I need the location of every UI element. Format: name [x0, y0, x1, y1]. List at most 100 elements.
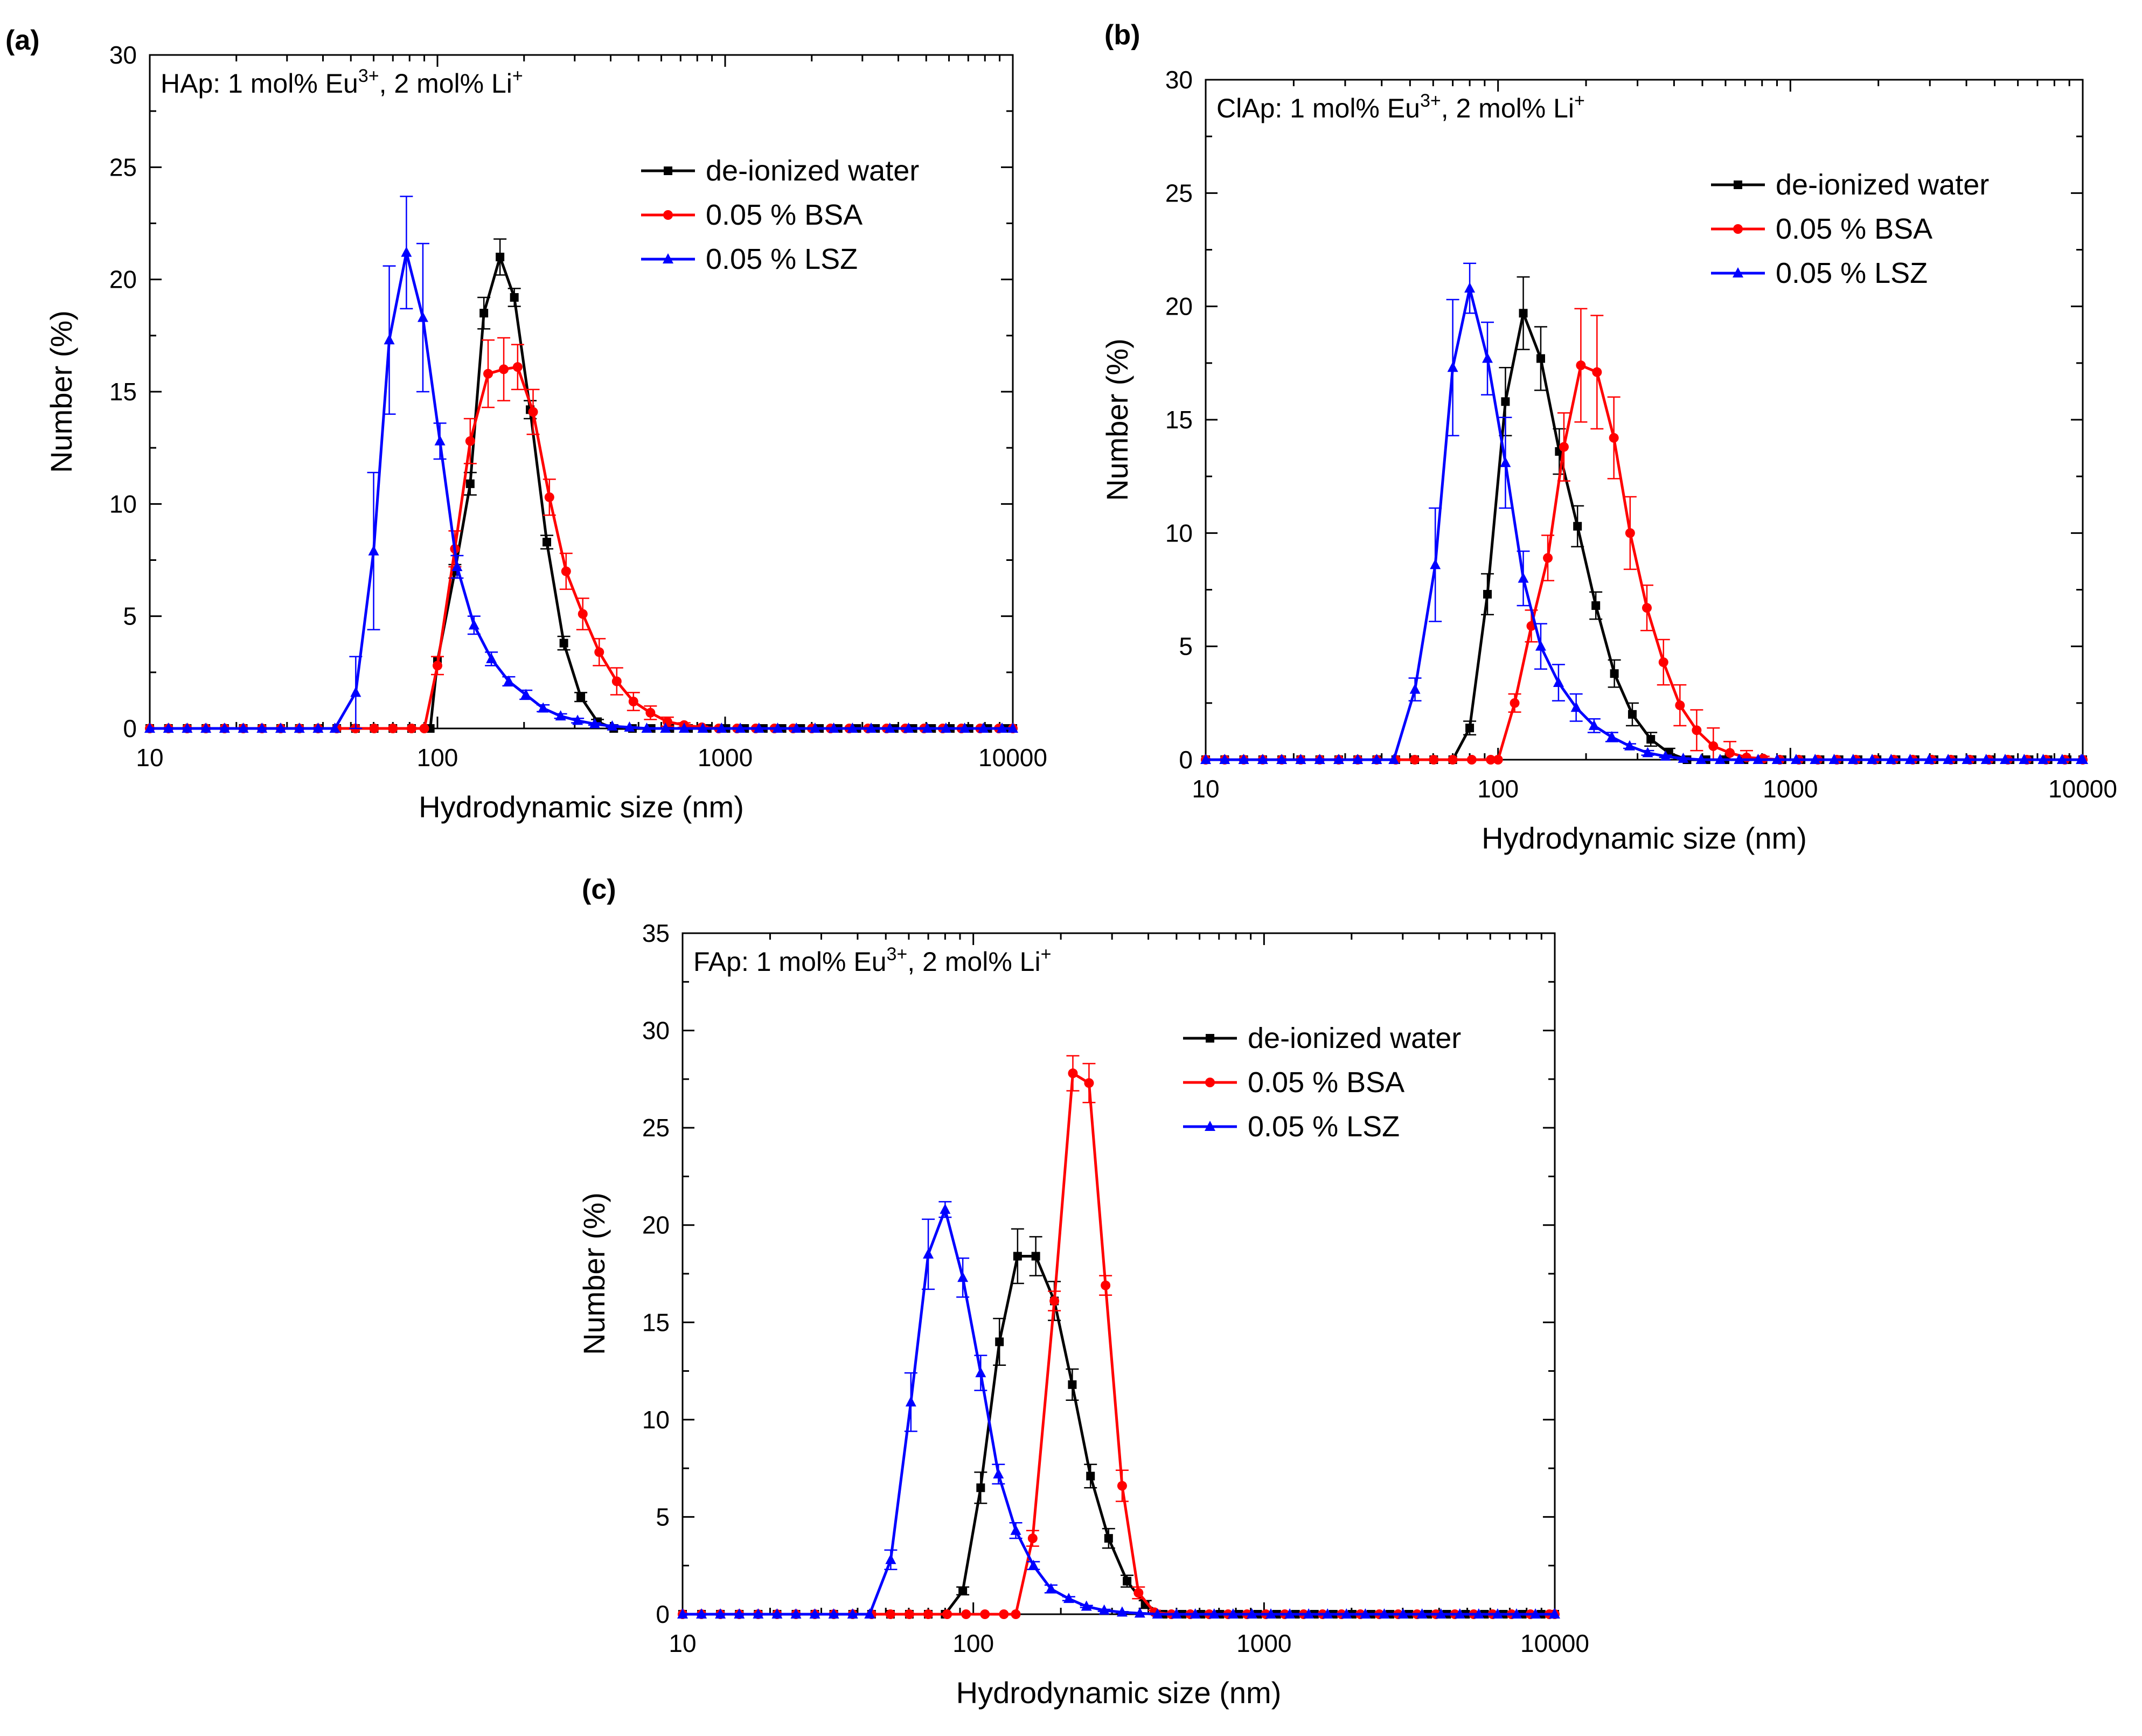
legend-marker — [1733, 267, 1743, 277]
data-point — [1828, 754, 1840, 764]
data-point — [1314, 754, 1325, 764]
data-point — [433, 661, 442, 671]
data-point — [772, 723, 783, 733]
data-point — [1068, 1380, 1077, 1389]
data-point — [384, 334, 395, 345]
y-tick-label: 20 — [109, 266, 137, 294]
data-point — [1486, 755, 1496, 765]
data-point — [959, 723, 970, 733]
legend-label: de-ionized water — [706, 155, 919, 187]
legend-label: 0.05 % LSZ — [706, 243, 858, 275]
series-0-05-bsa — [1201, 308, 2088, 765]
data-point — [1465, 724, 1475, 733]
x-tick-label: 100 — [1477, 775, 1519, 803]
data-point — [1543, 553, 1553, 563]
data-point — [451, 561, 463, 571]
legend-entry: 0.05 % BSA — [1183, 1066, 1404, 1099]
series-line — [1206, 308, 2083, 761]
data-point — [1530, 1608, 1541, 1619]
y-tick-label: 10 — [109, 490, 137, 518]
series-line — [150, 365, 1013, 730]
legend-marker — [1734, 180, 1742, 189]
data-point — [1031, 1252, 1040, 1261]
data-point — [1708, 741, 1719, 751]
data-point — [1570, 702, 1582, 712]
data-point — [1492, 1608, 1503, 1619]
annotation-superscript: 3+ — [887, 944, 908, 964]
legend-marker — [1205, 1121, 1215, 1131]
data-point — [256, 723, 268, 733]
x-axis-title: Hydrodynamic size (nm) — [1482, 821, 1807, 855]
legend-marker — [663, 253, 673, 263]
data-point — [753, 723, 764, 733]
data-point — [1123, 1577, 1132, 1586]
x-tick-label: 10 — [1192, 775, 1219, 803]
data-point — [1466, 755, 1477, 765]
data-point — [1429, 755, 1439, 765]
annotation-superscript: + — [1041, 944, 1052, 964]
data-point — [1536, 354, 1545, 363]
data-point — [885, 1609, 895, 1619]
series-0-05-bsa — [678, 1055, 1560, 1619]
y-tick-label: 0 — [123, 714, 137, 742]
data-point — [905, 1396, 916, 1407]
data-point — [528, 407, 538, 417]
legend-label: 0.05 % BSA — [706, 199, 863, 231]
data-point — [1084, 1078, 1094, 1088]
data-point — [696, 1608, 707, 1619]
data-point — [1013, 1252, 1022, 1261]
data-point — [1573, 522, 1582, 531]
y-tick-label: 0 — [656, 1600, 670, 1628]
data-point — [716, 723, 727, 733]
data-point — [624, 721, 635, 732]
data-point — [417, 311, 428, 322]
data-point — [1276, 754, 1288, 764]
y-axis-title: Number (%) — [44, 310, 78, 473]
y-tick-label: 15 — [642, 1308, 670, 1336]
data-point — [219, 723, 230, 733]
data-point — [483, 369, 493, 379]
data-point — [1962, 754, 1973, 764]
data-point — [660, 723, 671, 733]
data-point — [2019, 754, 2030, 764]
data-point — [645, 707, 656, 718]
data-point — [1379, 1608, 1390, 1619]
data-point — [543, 538, 552, 547]
data-point — [734, 1608, 745, 1619]
data-point — [465, 479, 475, 488]
data-point — [503, 675, 514, 686]
data-point — [1360, 1608, 1371, 1619]
data-point — [1208, 1608, 1220, 1619]
y-tick-label: 30 — [1165, 66, 1193, 94]
data-point — [1333, 754, 1344, 764]
data-point — [628, 697, 638, 706]
data-point — [368, 545, 379, 555]
data-point — [1257, 754, 1268, 764]
annotation-text: HAp: 1 mol% Eu — [161, 68, 358, 99]
data-point — [1134, 1607, 1145, 1618]
y-axis-title: Number (%) — [1100, 338, 1134, 501]
data-point — [1416, 1608, 1428, 1619]
legend-entry: 0.05 % BSA — [1711, 213, 1932, 245]
x-tick-label: 1000 — [1763, 775, 1818, 803]
annotation-text: ClAp: 1 mol% Eu — [1216, 93, 1420, 123]
data-point — [753, 1608, 764, 1619]
data-point — [940, 723, 951, 733]
data-point — [144, 723, 155, 733]
y-tick-label: 0 — [1179, 746, 1193, 774]
y-tick-label: 5 — [123, 602, 137, 630]
y-axis-title: Number (%) — [577, 1192, 611, 1355]
data-point — [1591, 601, 1601, 610]
data-point — [594, 647, 604, 657]
data-point — [1771, 754, 1783, 764]
data-point — [200, 723, 212, 733]
data-point — [1352, 754, 1364, 764]
y-tick-label: 20 — [642, 1211, 670, 1239]
data-point — [1660, 750, 1671, 761]
data-point — [1435, 1608, 1446, 1619]
data-point — [923, 1609, 934, 1619]
data-point — [1045, 1583, 1056, 1594]
data-point — [1246, 1608, 1257, 1619]
data-point — [1500, 456, 1511, 467]
data-point — [1588, 719, 1599, 730]
